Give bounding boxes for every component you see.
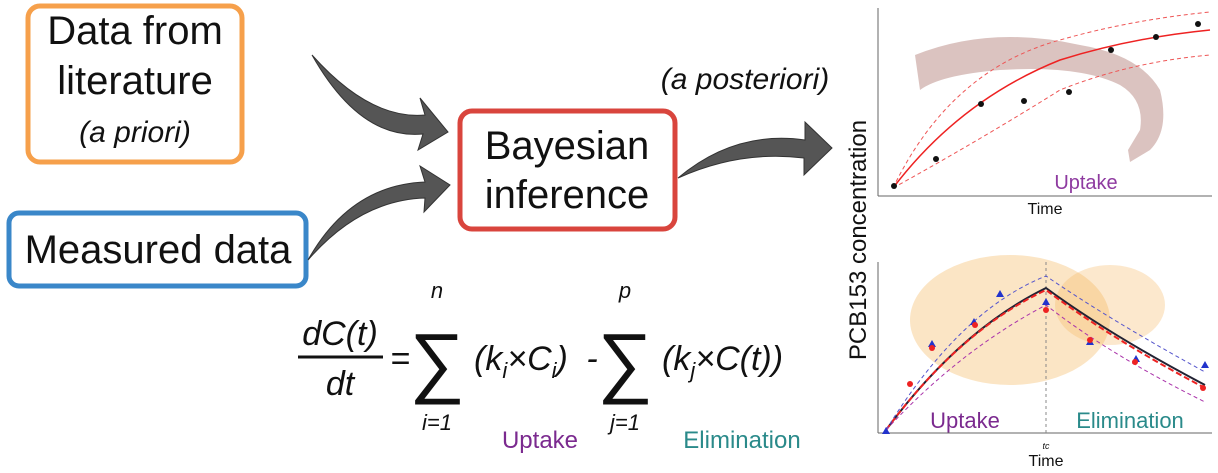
point xyxy=(907,381,913,387)
sigma: ∑ xyxy=(597,317,653,405)
sum-upper: p xyxy=(618,278,631,303)
posterior-label: (a posteriori) xyxy=(661,63,829,96)
diagram: Data from literature (a priori) Measured… xyxy=(0,0,1218,473)
x-axis-label: Time xyxy=(1028,201,1063,218)
equation: dC(t) dt = n ∑ i=1 (ki×Ci) - p ∑ j=1 (kj… xyxy=(298,278,801,454)
arrow xyxy=(678,122,832,178)
point xyxy=(1108,47,1114,53)
point xyxy=(929,345,935,351)
point xyxy=(1021,98,1027,104)
sigma: ∑ xyxy=(409,317,465,405)
numerator: dC(t) xyxy=(302,315,378,353)
literature-line1: Data from xyxy=(47,9,223,53)
literature-line2: literature xyxy=(57,59,213,103)
term-part: ×C xyxy=(507,340,552,378)
point xyxy=(972,322,978,328)
point xyxy=(1132,359,1138,365)
denominator: dt xyxy=(326,365,356,403)
bayes-line2: inference xyxy=(485,173,650,217)
elimination-label: Elimination xyxy=(683,427,800,454)
uptake-phase: Uptake xyxy=(930,408,1000,433)
elimination-phase: Elimination xyxy=(1076,408,1184,433)
point xyxy=(933,156,939,162)
point xyxy=(1200,385,1206,391)
worm-image xyxy=(915,37,1163,162)
term-part: (k xyxy=(662,340,692,378)
uptake-plot: Uptake Time xyxy=(878,8,1212,218)
point xyxy=(1153,34,1159,40)
point xyxy=(978,101,984,107)
point xyxy=(1087,337,1093,343)
uptake-label: Uptake xyxy=(502,427,578,454)
ci-curve xyxy=(893,12,1210,188)
term2: (kj×C(t)) xyxy=(662,340,783,383)
measured-label: Measured data xyxy=(25,228,293,272)
term1: (ki×Ci) xyxy=(474,340,568,383)
elimination-plot: Uptake Elimination tc Time xyxy=(878,255,1212,470)
point xyxy=(1043,307,1049,313)
tc-label: tc xyxy=(1042,441,1050,451)
bayes-line1: Bayesian xyxy=(485,124,650,168)
point xyxy=(1195,21,1201,27)
sum-upper: n xyxy=(431,278,443,303)
uptake-phase: Uptake xyxy=(1054,172,1117,194)
equals: = xyxy=(390,340,410,378)
sum-lower: i=1 xyxy=(422,410,452,435)
minus: - xyxy=(586,340,597,378)
point xyxy=(1066,89,1072,95)
term-part: (k xyxy=(474,340,504,378)
arrow xyxy=(308,166,450,260)
literature-note: (a priori) xyxy=(79,116,191,149)
y-axis-label: PCB153 concentration xyxy=(845,120,872,360)
x-axis-label: Time xyxy=(1029,453,1064,470)
term-part: ×C(t)) xyxy=(695,340,783,378)
sum-lower: j=1 xyxy=(607,410,640,435)
arrow xyxy=(312,55,448,150)
point xyxy=(891,183,897,189)
